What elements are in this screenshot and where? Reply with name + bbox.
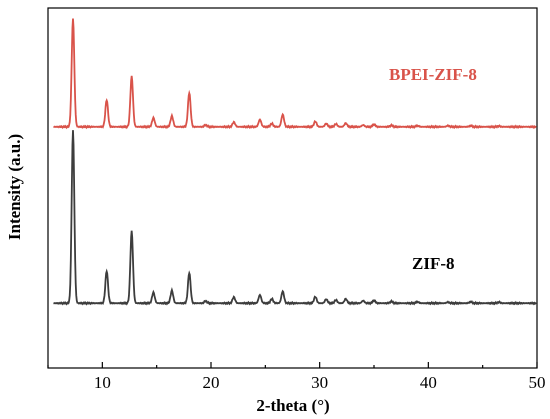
x-tick-label: 10 bbox=[94, 373, 111, 392]
x-tick-label: 50 bbox=[529, 373, 546, 392]
x-axis-title: 2-theta (°) bbox=[256, 396, 329, 415]
y-axis-title: Intensity (a.u.) bbox=[5, 134, 24, 240]
plot-frame bbox=[47, 7, 538, 369]
annotation-zif-8: ZIF-8 bbox=[412, 254, 455, 273]
x-tick-label: 40 bbox=[420, 373, 437, 392]
x-tick-label: 20 bbox=[203, 373, 220, 392]
x-tick-label: 30 bbox=[311, 373, 328, 392]
series-line-bpei-zif-8 bbox=[53, 18, 537, 130]
annotation-bpei-zif-8: BPEI-ZIF-8 bbox=[389, 65, 477, 84]
series-line-zif-8 bbox=[53, 130, 537, 306]
